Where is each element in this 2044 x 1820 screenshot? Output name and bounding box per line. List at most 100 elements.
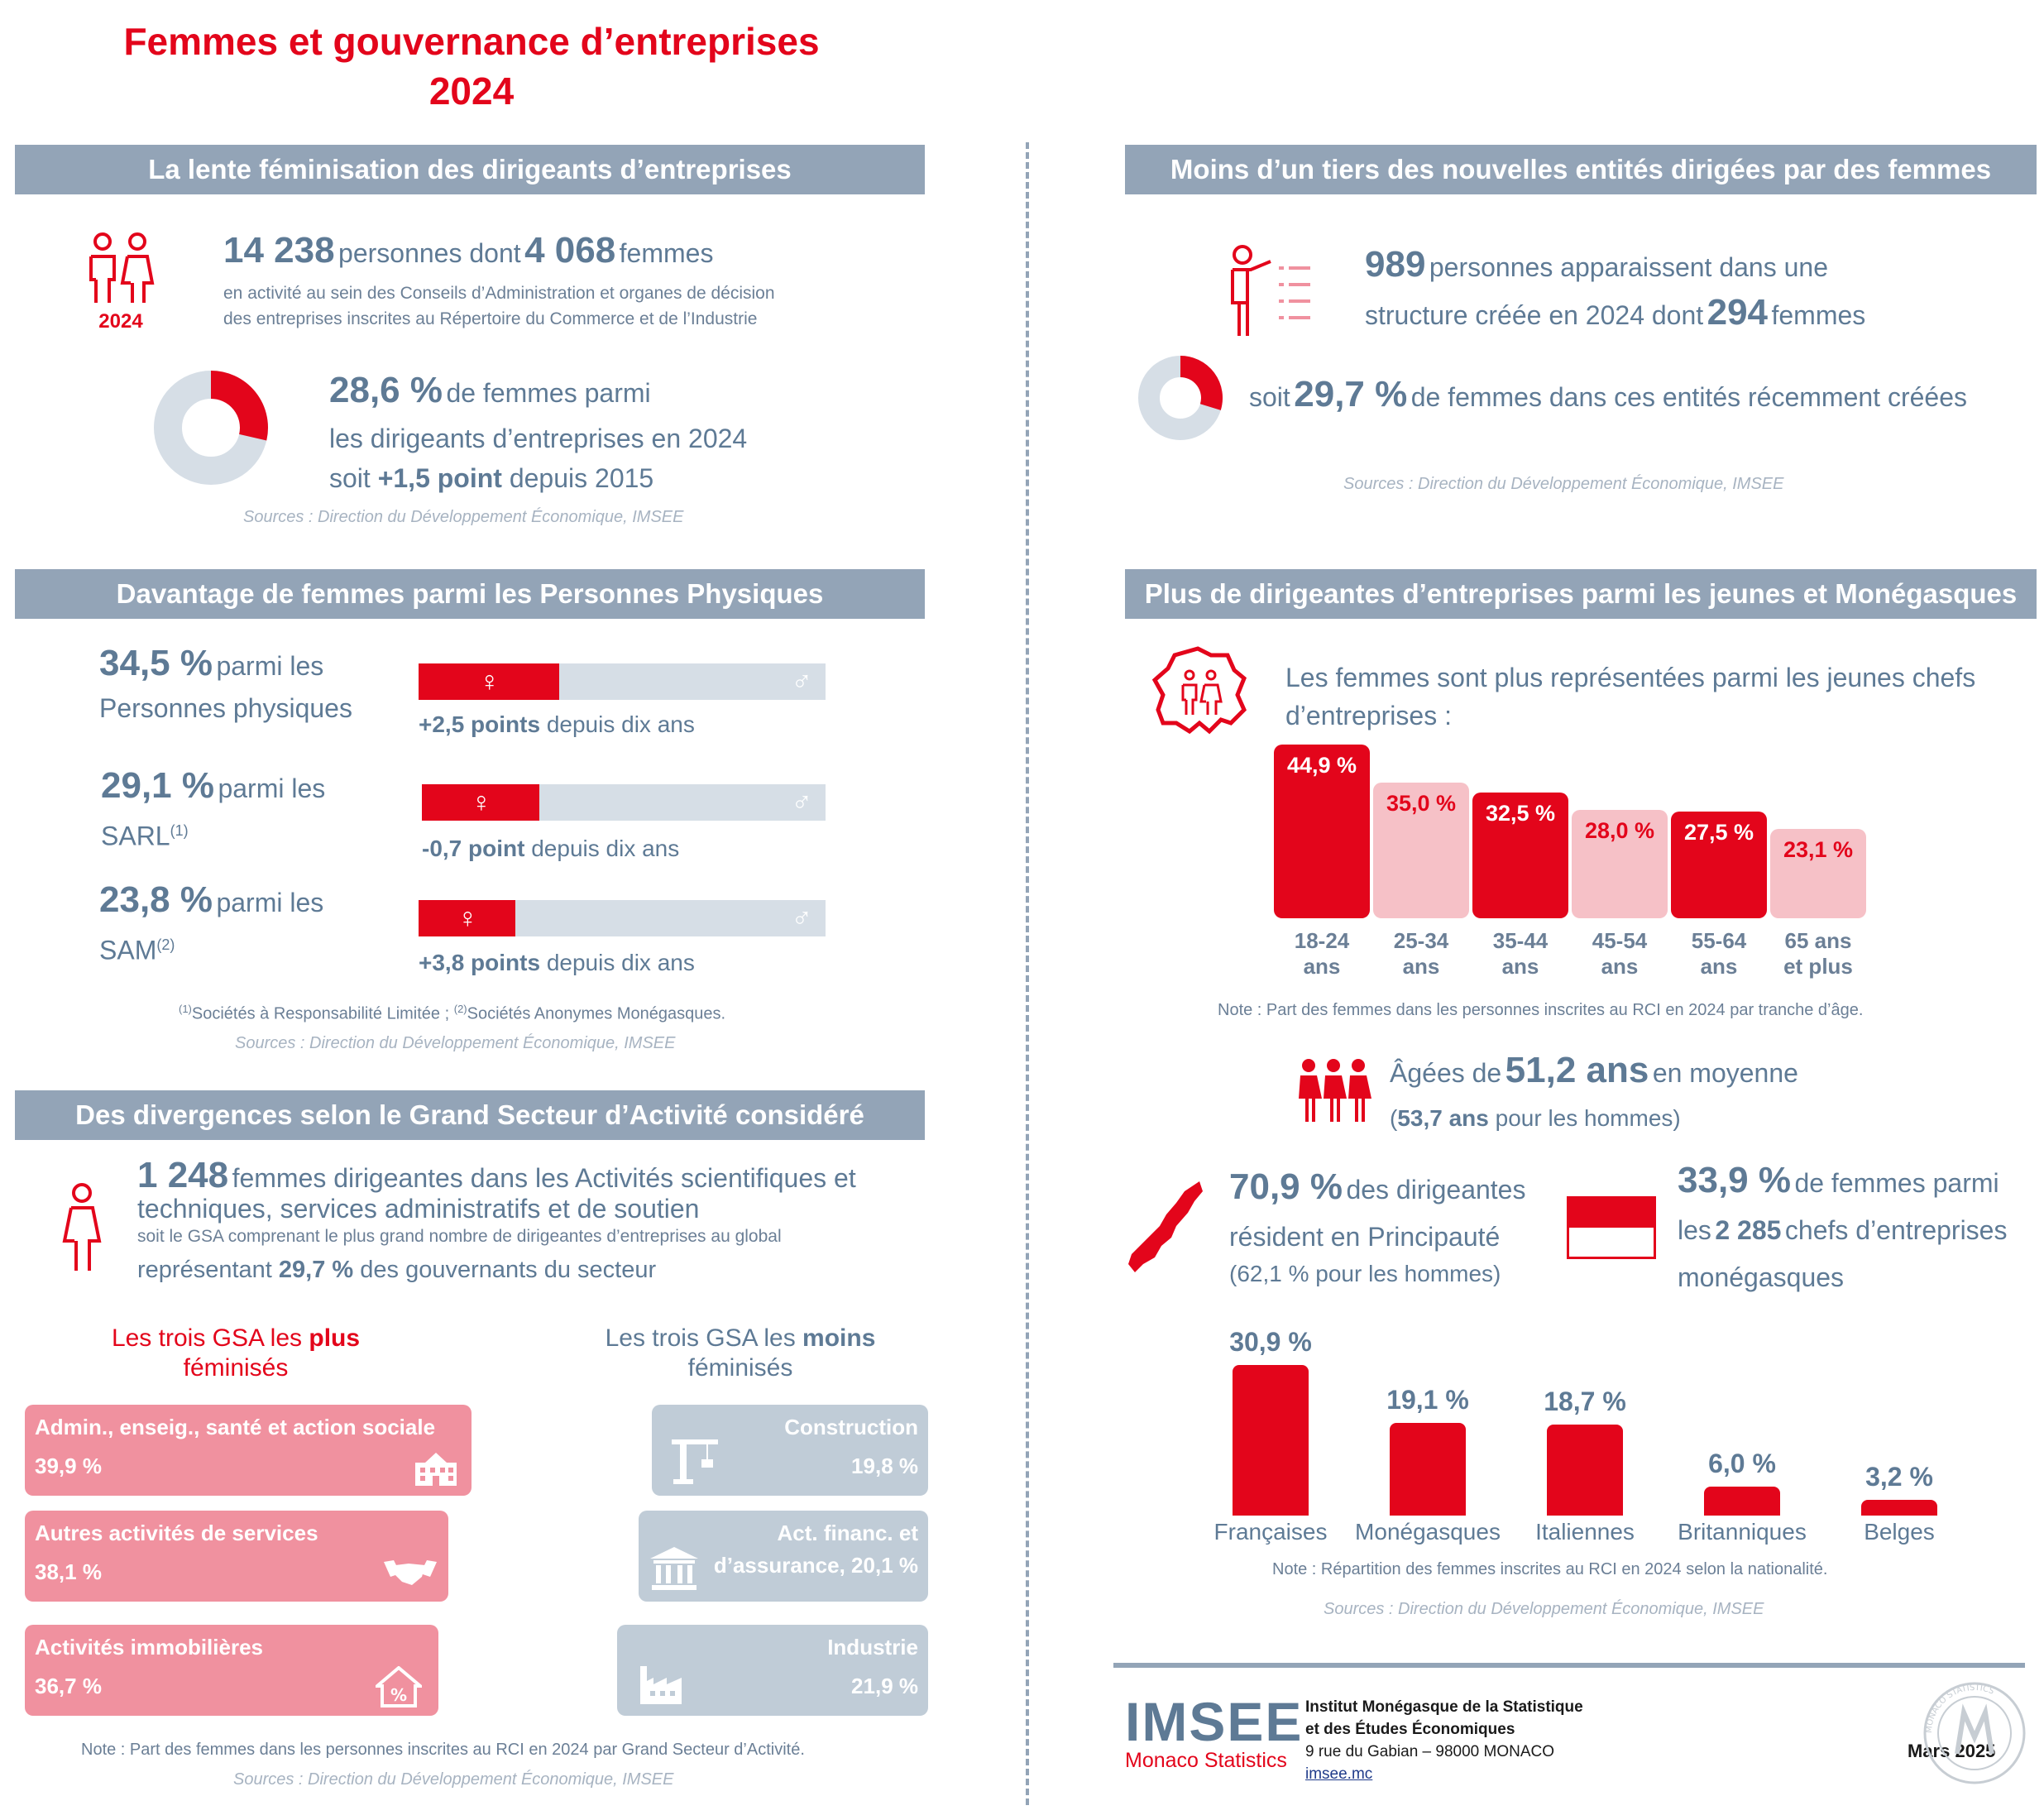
people-count: 14 238 [223,230,335,271]
nationality-category-label: Italiennes [1535,1519,1635,1545]
monegasques-t3: monégasques [1678,1262,1845,1292]
nationality-labels: Françaises Monégasques Italiennes Britanniq… [1191,1519,1952,1552]
age-category-label: 25-34 ans [1393,928,1449,979]
age-bar [1274,745,1370,918]
institute-name-1: Institut Monégasque de la Statistique [1305,1698,1583,1716]
avg-age-value: 51,2 ans [1505,1050,1649,1090]
age-bar-value: 32,5 % [1485,800,1556,826]
gsa-l4-a: représentant [137,1257,272,1283]
avg-age-a: Âgées de [1390,1058,1502,1088]
age-bar [1373,783,1469,918]
monaco-map-couple-icon [1151,646,1247,735]
s1-source: Sources : Direction du Développement Éco… [243,508,684,526]
gsa-bottom-3-name: Industrie [827,1635,918,1660]
logo-text: IMSEE [1125,1691,1304,1752]
residence-t2: résident en Principauté [1229,1222,1501,1252]
gsa-bottom-2-name2: d’assurance, 20,1 % [713,1553,918,1578]
s5-source: Sources : Direction du Développement Éco… [1324,1600,1764,1618]
monegasques-pct: 33,9 % [1678,1160,1791,1200]
section-band-feminisation: La lente féminisation des dirigeants d’e… [15,145,925,194]
age-category-label: 65 ans et plus [1783,928,1853,979]
section-band-nouvelles-entites: Moins d’un tiers des nouvelles entités d… [1125,145,2037,194]
women-count-label: femmes [619,238,714,268]
residence-t1: des dirigeantes [1346,1175,1526,1205]
avg-age-men-text: pour les hommes) [1495,1105,1681,1131]
gsa-l2: techniques, services administratifs et d… [137,1194,700,1224]
people-desc-1: en activité au sein des Conseils d’Admin… [223,284,775,303]
pp-row-2-change-text: depuis dix ans [531,836,680,861]
age-bar-value: 44,9 % [1286,753,1357,778]
monegasques-count: 2 285 [1715,1215,1782,1245]
footer-rule [1113,1663,2025,1668]
monaco-flag-icon [1567,1196,1656,1259]
gsa-bottom-1-value: 19,8 % [851,1454,918,1478]
pp-row-3-change-value: +3,8 points [419,950,541,975]
gsa-bottom-3-value: 21,9 % [851,1674,918,1698]
pp-row-3-change: +3,8 points depuis dix ans [419,950,695,976]
gsa-top-2-name: Autres activités de services [35,1521,318,1545]
new-entities-t2: structure créée en 2024 dont [1365,300,1704,330]
donut-women-arc [210,371,268,441]
pp-row-2-txt: parmi les [218,774,326,803]
logo-sub: Monaco Statistics [1125,1749,1287,1772]
residence: 70,9 % des dirigeantes résident en Princ… [1229,1166,1525,1291]
nationality-bar-value: 30,9 % [1229,1327,1312,1357]
new-entities-soit: soit [1249,382,1290,412]
s4-source: Sources : Direction du Développement Éco… [1343,475,1784,493]
gsa-top-card-3: Activités immobilières 36,7 % % [25,1625,438,1716]
gsa-l4-b: 29,7 % [278,1257,354,1283]
residence-t3: (62,1 % pour les hommes) [1229,1261,1501,1286]
people-count-label: personnes dont [338,238,521,268]
monaco-territory-icon [1128,1181,1203,1272]
institute-name-2: et des Études Économiques [1305,1721,1515,1738]
young-intro-1: Les femmes sont plus représentées parmi … [1285,663,1976,692]
gsa-moins-a: Les trois GSA les [605,1324,796,1352]
young-intro-2: d’entreprises : [1285,701,1452,730]
s2-source: Sources : Direction du Développement Éco… [235,1034,676,1052]
age-bar [1671,812,1767,918]
gsa-plus-a: Les trois GSA les [111,1324,303,1352]
three-women-icon [1299,1059,1371,1122]
female-symbol-icon: ♀ [471,787,492,818]
age-chart: 44,9 % 35,0 % 32,5 % 28,0 % 27,5 % 23,1 % 18-… [1274,745,1886,1009]
pp-row-2-bar: ♀ ♂ [422,784,826,821]
women-count: 4 068 [524,230,616,271]
page-title-line1: Femmes et gouvernance d’entreprises [123,20,820,63]
page-title: Femmes et gouvernance d’entreprises 2024 [17,17,926,116]
female-share-fill [419,900,516,936]
male-symbol-icon: ♂ [791,666,813,697]
gsa-plus-title: Les trois GSA les plus féminisés [74,1324,397,1383]
s3-source: Sources : Direction du Développement Éco… [233,1770,674,1789]
gsa-l3: soit le GSA comprenant le plus grand nom… [137,1227,782,1246]
nationality-note: Note : Répartition des femmes inscrites … [1272,1560,1828,1578]
gsa-plus-c: féminisés [183,1354,289,1382]
donut-women-share [154,371,268,485]
gsa-bottom-card-3: Industrie 21,9 % [617,1625,928,1716]
pp-row-3-txt: parmi les [216,888,324,917]
pp-row-1-label: Personnes physiques [99,693,352,723]
age-bar [1472,792,1568,918]
gsa-top-3-name: Activités immobilières [35,1635,263,1660]
gsa-top-1-name: Admin., enseig., santé et action sociale [35,1415,436,1439]
gsa-top-card-1: Admin., enseig., santé et action sociale… [25,1405,472,1496]
gsa-top-card-2: Autres activités de services 38,1 % [25,1511,448,1602]
share-pct-text: de femmes parmi [446,378,651,408]
institute-link[interactable]: imsee.mc [1305,1765,1373,1783]
age-bar-value: 27,5 % [1683,820,1754,845]
female-symbol-icon: ♀ [478,666,500,697]
new-entities-count: 989 [1365,244,1426,285]
gsa-l4-c: des gouvernants du secteur [360,1257,657,1283]
nationality-bar [1704,1486,1780,1516]
people-count-line: 14 238 personnes dont 4 068 femmes [223,230,713,271]
new-entities-t1: personnes apparaissent dans une [1429,252,1828,282]
pp-row-3-change-text: depuis dix ans [546,950,695,975]
monegasques-t1: de femmes parmi [1794,1168,1999,1198]
pp-footnote-2: Sociétés Anonymes Monégasques. [467,1004,726,1023]
male-symbol-icon: ♂ [791,903,813,934]
share-line3-a: soit [329,463,371,493]
women-couple-icon: 2024 [86,232,156,333]
column-divider [1026,142,1029,1805]
pp-row-1-text: 34,5 % parmi les Personnes physiques [99,645,352,726]
pp-row-3-sup: (2) [156,936,175,953]
female-symbol-icon: ♀ [457,903,479,934]
